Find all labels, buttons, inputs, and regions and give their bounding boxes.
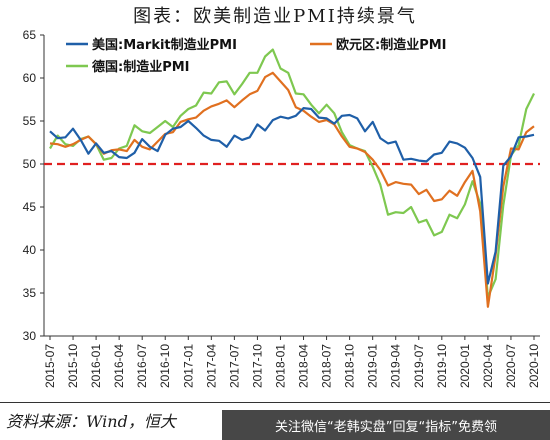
series-layer (49, 48, 535, 308)
series-line-1 (49, 71, 535, 308)
x-tick-label: 2018-01 (273, 344, 287, 388)
y-tick-label: 50 (23, 157, 37, 171)
y-tick-label: 30 (23, 329, 37, 343)
x-tick-label: 2018-10 (343, 344, 357, 388)
x-tick-label: 2019-04 (389, 344, 403, 388)
x-tick-label: 2015-10 (66, 344, 80, 388)
y-tick-label: 40 (23, 243, 37, 257)
y-tick-label: 65 (23, 28, 37, 42)
x-tick-label: 2016-04 (112, 344, 126, 388)
legend-label-1: 欧元区:制造业PMI (336, 37, 447, 53)
x-tick-label: 2019-01 (366, 344, 380, 388)
axes: 30 35 40 45 50 55 60 65 2015-07 2015-10 2016-01 201… (23, 28, 541, 388)
y-tick-label: 35 (23, 286, 37, 300)
series-line-2 (49, 48, 535, 299)
legend: 美国:Markit制造业PMI 欧元区:制造业PMI 德国:制造业PMI (66, 37, 447, 75)
source-note: 资料来源：Wind，恒大 (6, 412, 176, 431)
x-tick-label: 2019-10 (435, 344, 449, 388)
legend-label-0: 美国:Markit制造业PMI (92, 37, 237, 53)
x-tick-label: 2020-10 (527, 344, 541, 388)
x-tick-label: 2017-01 (181, 344, 195, 388)
x-tick-label: 2016-10 (158, 344, 172, 388)
x-tick-label: 2016-07 (135, 344, 149, 388)
chart-title: 图表：欧美制造业PMI持续景气 (133, 6, 417, 27)
x-tick-label: 2020-01 (458, 344, 472, 388)
x-tick-label: 2018-07 (320, 344, 334, 388)
x-tick-label: 2017-10 (250, 344, 264, 388)
x-tick-label: 2015-07 (43, 344, 57, 388)
y-tick-label: 60 (23, 71, 37, 85)
legend-label-2: 德国:制造业PMI (92, 59, 190, 75)
watermark-banner: 关注微信“老韩实盘”回复“指标”免费领 (222, 410, 550, 440)
x-tick-label: 2016-01 (89, 344, 103, 388)
x-tick-label: 2017-07 (227, 344, 241, 388)
y-tick-label: 45 (23, 200, 37, 214)
series-line-0 (49, 106, 535, 285)
source-divider (0, 402, 550, 403)
x-tick-label: 2020-07 (504, 344, 518, 388)
x-tick-label: 2020-04 (481, 344, 495, 388)
x-tick-label: 2018-04 (297, 344, 311, 388)
x-tick-label: 2019-07 (412, 344, 426, 388)
y-tick-label: 55 (23, 114, 37, 128)
x-tick-label: 2017-04 (204, 344, 218, 388)
pmi-line-chart: 30 35 40 45 50 55 60 65 2015-07 2015-10 2016-01 201… (23, 28, 541, 388)
